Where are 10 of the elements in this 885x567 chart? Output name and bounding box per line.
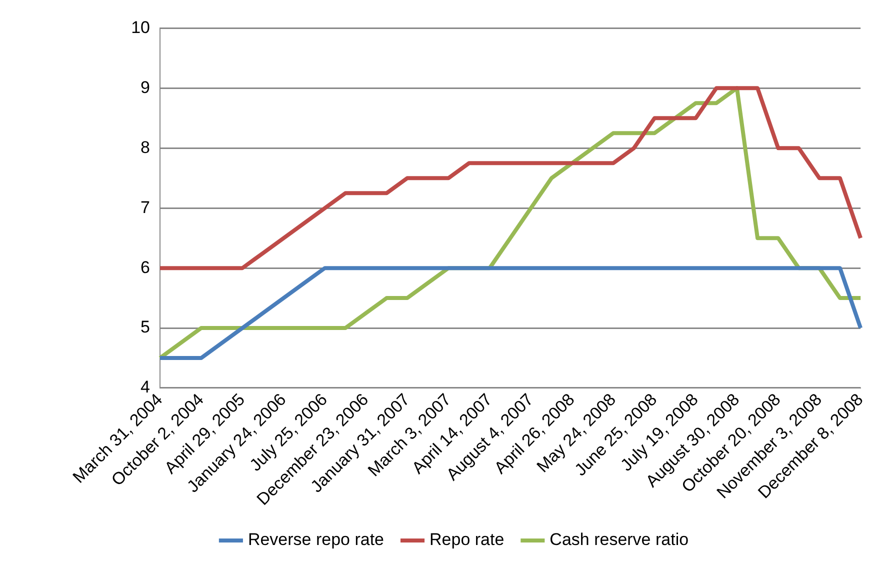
y-tick-label: 8 [140, 138, 150, 157]
y-tick-label: 9 [140, 78, 150, 97]
y-tick-label: 5 [140, 318, 150, 337]
y-tick-label: 10 [131, 18, 150, 37]
legend-label: Cash reserve ratio [550, 530, 689, 550]
y-tick-label: 7 [140, 198, 150, 217]
y-tick-label: 6 [140, 258, 150, 277]
legend-label: Repo rate [430, 530, 504, 550]
y-tick-label: 4 [140, 378, 150, 397]
legend-label: Reverse repo rate [248, 530, 384, 550]
